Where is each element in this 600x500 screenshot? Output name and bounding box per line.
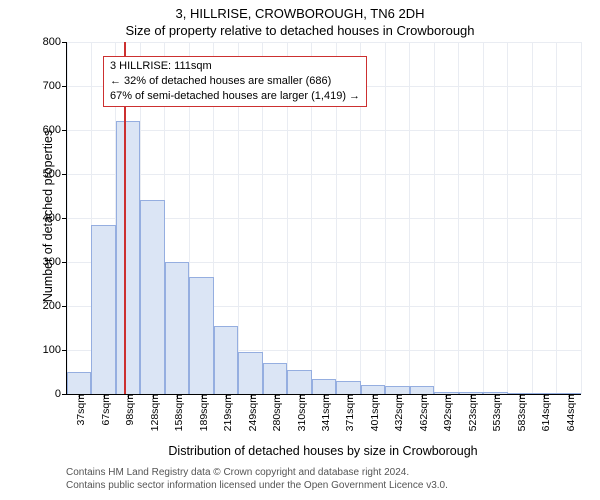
x-tick-label: 492sqm bbox=[438, 394, 454, 431]
histogram-bar bbox=[336, 381, 360, 394]
histogram-bar bbox=[189, 277, 213, 394]
histogram-bar bbox=[287, 370, 311, 394]
footer-line-2: Contains public sector information licen… bbox=[66, 479, 448, 492]
x-tick-label: 280sqm bbox=[267, 394, 283, 431]
x-tick-label: 98sqm bbox=[120, 394, 136, 426]
chart-container: 3, HILLRISE, CROWBOROUGH, TN6 2DH Size o… bbox=[0, 0, 600, 500]
footer-line-1: Contains HM Land Registry data © Crown c… bbox=[66, 466, 448, 479]
x-tick-label: 401sqm bbox=[365, 394, 381, 431]
grid-line-h bbox=[67, 174, 581, 175]
annotation-line: 3 HILLRISE: 111sqm bbox=[110, 59, 360, 74]
x-tick-label: 523sqm bbox=[463, 394, 479, 431]
histogram-bar bbox=[91, 225, 115, 394]
histogram-bar bbox=[312, 379, 336, 394]
x-tick-label: 614sqm bbox=[536, 394, 552, 431]
histogram-bar bbox=[116, 121, 140, 394]
grid-line-h bbox=[67, 130, 581, 131]
histogram-bar bbox=[238, 352, 262, 394]
y-axis-label: Number of detached properties bbox=[41, 126, 55, 306]
x-tick-label: 583sqm bbox=[512, 394, 528, 431]
histogram-bar bbox=[67, 372, 91, 394]
x-tick-label: 371sqm bbox=[340, 394, 356, 431]
x-tick-label: 310sqm bbox=[292, 394, 308, 431]
plot-area: 010020030040050060070080037sqm67sqm98sqm… bbox=[66, 42, 581, 395]
y-tick-label: 100 bbox=[43, 344, 67, 356]
histogram-bar bbox=[263, 363, 287, 394]
histogram-bar bbox=[385, 386, 409, 394]
grid-line-h bbox=[67, 42, 581, 43]
attribution-footer: Contains HM Land Registry data © Crown c… bbox=[66, 466, 448, 492]
y-tick-label: 0 bbox=[55, 388, 67, 400]
x-tick-label: 341sqm bbox=[316, 394, 332, 431]
x-tick-label: 462sqm bbox=[414, 394, 430, 431]
x-tick-label: 644sqm bbox=[561, 394, 577, 431]
title-line-2: Size of property relative to detached ho… bbox=[0, 23, 600, 40]
x-tick-label: 219sqm bbox=[218, 394, 234, 431]
x-tick-label: 158sqm bbox=[169, 394, 185, 431]
x-tick-label: 249sqm bbox=[243, 394, 259, 431]
x-tick-label: 128sqm bbox=[145, 394, 161, 431]
histogram-bar bbox=[140, 200, 164, 394]
annotation-line: ← 32% of detached houses are smaller (68… bbox=[110, 74, 360, 89]
header: 3, HILLRISE, CROWBOROUGH, TN6 2DH Size o… bbox=[0, 0, 600, 40]
y-tick-label: 700 bbox=[43, 80, 67, 92]
histogram-bar bbox=[214, 326, 238, 394]
x-tick-label: 37sqm bbox=[71, 394, 87, 426]
x-tick-label: 189sqm bbox=[194, 394, 210, 431]
y-tick-label: 800 bbox=[43, 36, 67, 48]
x-axis-label: Distribution of detached houses by size … bbox=[66, 444, 580, 458]
histogram-bar bbox=[410, 386, 434, 394]
annotation-box: 3 HILLRISE: 111sqm← 32% of detached hous… bbox=[103, 56, 367, 107]
title-line-1: 3, HILLRISE, CROWBOROUGH, TN6 2DH bbox=[0, 6, 600, 23]
x-tick-label: 67sqm bbox=[96, 394, 112, 426]
histogram-bar bbox=[361, 385, 385, 394]
x-tick-label: 432sqm bbox=[389, 394, 405, 431]
annotation-line: 67% of semi-detached houses are larger (… bbox=[110, 89, 360, 104]
histogram-bar bbox=[165, 262, 189, 394]
x-tick-label: 553sqm bbox=[487, 394, 503, 431]
